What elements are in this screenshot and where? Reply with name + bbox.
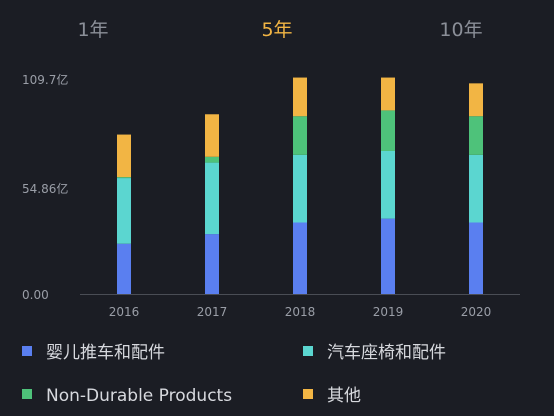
legend-label: 其他 (327, 386, 361, 406)
bar-segment-2020-2 (469, 116, 483, 155)
legend-swatch (22, 389, 32, 399)
period-tabs: 1年 5年 10年 (0, 14, 554, 46)
legend-item-non-durable: Non-Durable Products (22, 381, 232, 411)
bar-segment-2019-2 (381, 110, 395, 151)
bar-segment-2017-3 (205, 114, 219, 157)
x-tick-label: 2016 (109, 305, 140, 319)
bar-segment-2017-1 (205, 162, 219, 235)
legend-swatch (303, 346, 313, 356)
legend-item-stroller: 婴儿推车和配件 (22, 338, 165, 368)
legend-item-car-seat: 汽车座椅和配件 (303, 338, 446, 368)
bar-segment-2020-0 (469, 222, 483, 294)
x-tick-label: 2017 (197, 305, 228, 319)
tab-5-year[interactable]: 5年 (261, 19, 293, 41)
y-tick-label: 0.00 (22, 288, 49, 302)
legend-label: 婴儿推车和配件 (46, 343, 165, 363)
bar-segment-2016-0 (117, 243, 131, 294)
legend-item-other: 其他 (303, 381, 361, 411)
tab-10-year[interactable]: 10年 (439, 19, 483, 41)
bar-segment-2017-0 (205, 234, 219, 294)
legend-label: 汽车座椅和配件 (327, 343, 446, 363)
bar-segment-2018-2 (293, 116, 307, 155)
legend-swatch (303, 389, 313, 399)
bar-segment-2019-1 (381, 150, 395, 219)
x-tick-label: 2018 (285, 305, 316, 319)
bar-segment-2016-1 (117, 178, 131, 244)
stacked-bar-chart: 0.00 54.86亿 109.7亿 2016 2017 2018 2019 2020 (22, 72, 520, 319)
legend-label: Non-Durable Products (46, 386, 233, 406)
y-tick-label: 109.7亿 (22, 72, 68, 87)
bar-segment-2018-3 (293, 77, 307, 117)
x-tick-label: 2019 (373, 305, 404, 319)
legend-swatch (22, 346, 32, 356)
tab-1-year[interactable]: 1年 (77, 19, 109, 41)
bar-segment-2020-1 (469, 154, 483, 223)
bar-segment-2016-2 (117, 177, 131, 179)
bar-segment-2017-2 (205, 156, 219, 163)
bar-segment-2018-1 (293, 154, 307, 223)
chart-legend: 婴儿推车和配件 汽车座椅和配件 Non-Durable Products 其他 (0, 330, 554, 416)
bar-segment-2019-0 (381, 218, 395, 294)
bar-segment-2019-3 (381, 77, 395, 111)
y-tick-label: 54.86亿 (22, 181, 68, 196)
x-tick-label: 2020 (461, 305, 492, 319)
bar-segment-2020-3 (469, 83, 483, 117)
bar-segment-2016-3 (117, 134, 131, 178)
bar-segment-2018-0 (293, 222, 307, 294)
